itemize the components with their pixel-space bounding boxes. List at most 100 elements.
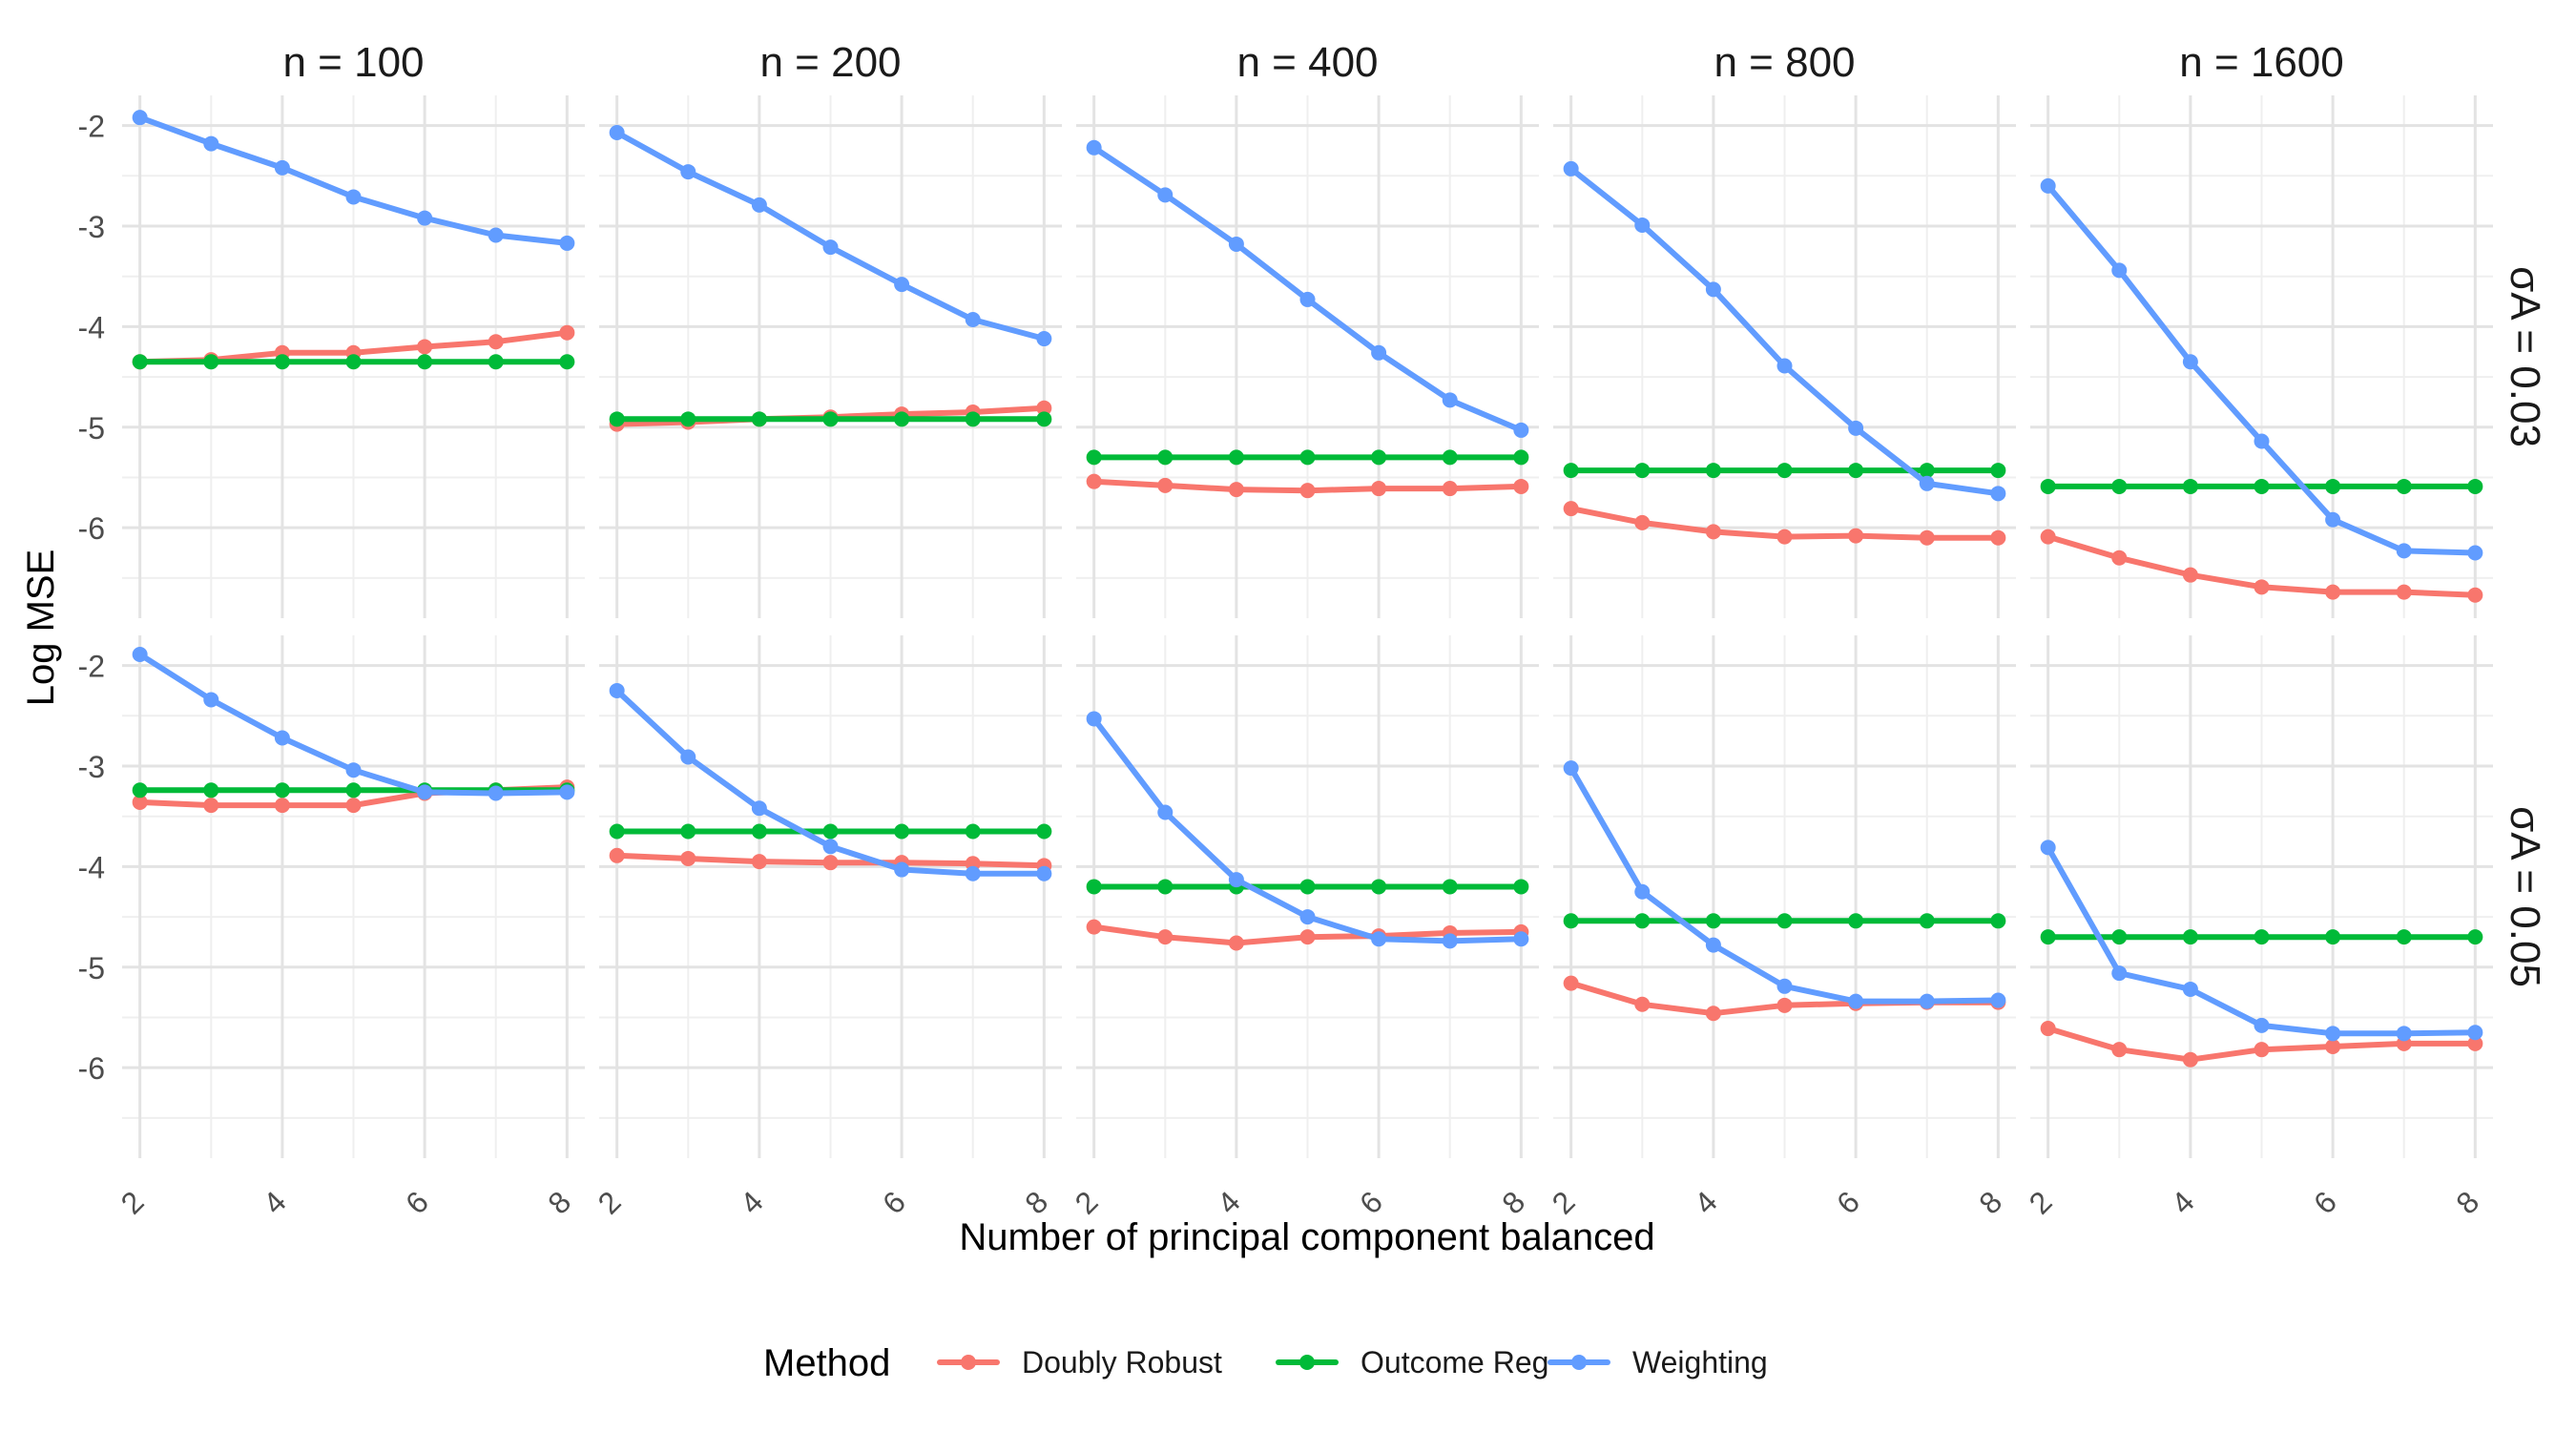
data-point-weighting [822, 239, 839, 256]
column-strip-label: n = 800 [1714, 39, 1855, 86]
data-point-outcome-reg [680, 411, 696, 427]
data-point-outcome-reg [965, 411, 981, 427]
data-point-weighting [1086, 139, 1102, 156]
data-point-weighting [1848, 420, 1864, 436]
panel-1-3 [1553, 635, 2016, 1158]
data-point-doubly-robust [2467, 1035, 2483, 1051]
data-point-doubly-robust [417, 339, 433, 355]
data-point-outcome-reg [1848, 913, 1864, 929]
data-point-weighting [2040, 840, 2056, 856]
data-point-weighting [2254, 1017, 2270, 1033]
column-strip-label: n = 200 [759, 39, 901, 86]
panel-0-0 [122, 95, 585, 618]
data-point-weighting [2040, 177, 2056, 194]
legend-entry-doubly-robust: Doubly Robust [937, 1345, 1222, 1379]
data-point-weighting [1442, 392, 1458, 408]
data-point-weighting [1086, 711, 1102, 727]
data-point-weighting [2111, 965, 2128, 982]
legend-entry-label: Weighting [1632, 1345, 1768, 1379]
data-point-outcome-reg [1036, 411, 1052, 427]
data-point-doubly-robust [1776, 529, 1793, 545]
data-point-doubly-robust [2182, 1051, 2198, 1068]
data-point-doubly-robust [1228, 482, 1244, 498]
legend-key-point [1299, 1355, 1315, 1370]
legend-entry-label: Outcome Reg [1361, 1345, 1548, 1379]
data-point-doubly-robust [1228, 935, 1244, 951]
data-point-doubly-robust [345, 798, 362, 814]
x-axis-label: Number of principal component balanced [959, 1216, 1654, 1258]
data-point-weighting [1299, 291, 1316, 307]
data-point-weighting [894, 277, 910, 293]
data-point-outcome-reg [609, 411, 625, 427]
data-point-weighting [2467, 1025, 2483, 1041]
data-point-doubly-robust [2254, 1042, 2270, 1058]
data-point-weighting [1371, 931, 1387, 947]
data-point-weighting [1634, 217, 1651, 233]
data-point-outcome-reg [1776, 913, 1793, 929]
data-point-outcome-reg [965, 823, 981, 840]
data-point-weighting [1157, 804, 1174, 820]
legend-entry-weighting: Weighting [1548, 1345, 1768, 1379]
data-point-outcome-reg [2182, 478, 2198, 494]
data-point-doubly-robust [1036, 400, 1052, 416]
data-point-doubly-robust [1705, 1006, 1721, 1022]
y-tick-label: -5 [78, 411, 105, 446]
data-point-weighting [1442, 933, 1458, 949]
data-point-weighting [203, 692, 219, 708]
y-tick-label: -2 [78, 110, 105, 144]
y-tick-label: -4 [78, 850, 105, 884]
data-point-doubly-robust [2325, 584, 2341, 600]
panel-1-1 [599, 635, 1062, 1158]
data-point-doubly-robust [1157, 477, 1174, 493]
data-point-doubly-robust [274, 798, 290, 814]
data-point-weighting [965, 312, 981, 328]
data-point-doubly-robust [2111, 1042, 2128, 1058]
data-point-outcome-reg [274, 354, 290, 370]
data-point-weighting [1776, 978, 1793, 994]
data-point-weighting [2182, 354, 2198, 370]
data-point-outcome-reg [417, 354, 433, 370]
data-point-doubly-robust [2254, 579, 2270, 595]
data-point-outcome-reg [1157, 449, 1174, 466]
legend-key-point [1571, 1355, 1587, 1370]
legend-title: Method [763, 1342, 890, 1384]
data-point-doubly-robust [1299, 483, 1316, 499]
data-point-outcome-reg [894, 823, 910, 840]
data-point-weighting [345, 762, 362, 778]
data-point-doubly-robust [1563, 501, 1579, 517]
data-point-doubly-robust [822, 855, 839, 871]
data-point-outcome-reg [1299, 879, 1316, 895]
data-point-outcome-reg [1563, 463, 1579, 479]
panel-1-4 [2030, 635, 2493, 1158]
data-point-outcome-reg [132, 782, 148, 798]
data-point-weighting [559, 235, 575, 251]
data-point-doubly-robust [751, 854, 767, 870]
data-point-outcome-reg [488, 354, 504, 370]
data-point-outcome-reg [1442, 449, 1458, 466]
data-point-outcome-reg [559, 354, 575, 370]
data-point-outcome-reg [2467, 929, 2483, 945]
data-point-outcome-reg [2040, 478, 2056, 494]
data-point-doubly-robust [2396, 584, 2412, 600]
data-point-outcome-reg [1086, 449, 1102, 466]
data-point-outcome-reg [680, 823, 696, 840]
legend: Method Doubly Robust Outcome Reg Weighting [763, 1342, 1768, 1384]
data-point-weighting [2467, 545, 2483, 561]
data-point-weighting [488, 227, 504, 243]
data-point-doubly-robust [2182, 567, 2198, 583]
data-point-weighting [1563, 160, 1579, 176]
data-point-weighting [488, 785, 504, 801]
data-point-weighting [1705, 281, 1721, 298]
data-point-outcome-reg [751, 823, 767, 840]
data-point-outcome-reg [2040, 929, 2056, 945]
data-point-weighting [822, 839, 839, 855]
data-point-weighting [1990, 486, 2006, 502]
data-point-weighting [1563, 760, 1579, 777]
data-point-weighting [2396, 543, 2412, 559]
data-point-weighting [1848, 993, 1864, 1009]
data-point-weighting [2325, 1026, 2341, 1042]
data-point-doubly-robust [1848, 528, 1864, 544]
data-point-outcome-reg [1299, 449, 1316, 466]
data-point-outcome-reg [1705, 913, 1721, 929]
